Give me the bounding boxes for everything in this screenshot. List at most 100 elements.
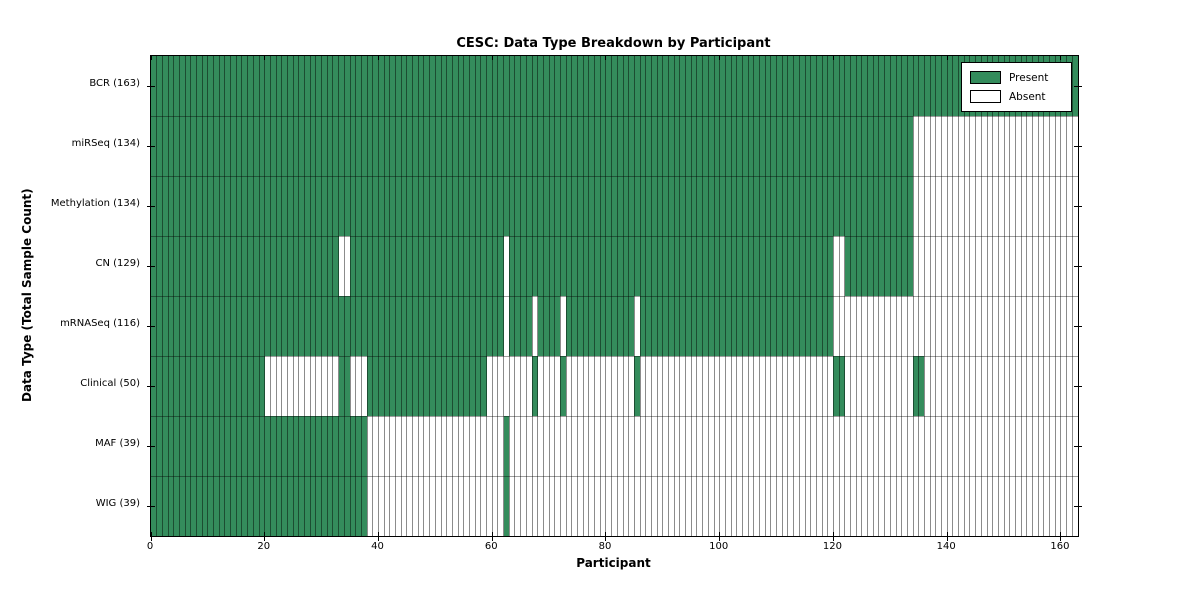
cell-divider — [901, 56, 903, 536]
y-tick-mark-right — [1074, 505, 1082, 507]
present-segment-CN — [151, 236, 339, 296]
cell-divider — [941, 56, 942, 536]
cell-divider — [958, 56, 960, 536]
cell-divider — [1003, 56, 1005, 536]
y-tick-mark-left — [147, 205, 155, 207]
cell-divider — [383, 56, 385, 536]
cell-divider — [884, 56, 886, 536]
y-tick-mark-right — [1074, 265, 1082, 267]
legend-label-present: Present — [1009, 71, 1049, 84]
cell-divider — [713, 56, 715, 536]
y-tick-label: BCR (163) — [89, 78, 140, 89]
cell-divider — [861, 56, 863, 536]
cell-divider — [599, 56, 601, 536]
chart-title: CESC: Data Type Breakdown by Participant — [456, 36, 771, 51]
cell-divider — [298, 56, 300, 536]
row-boundary — [151, 415, 1078, 417]
cell-divider — [1009, 56, 1011, 536]
present-segment-Clinical — [151, 356, 265, 416]
present-segment-mRNASeq — [566, 296, 635, 356]
cell-divider — [423, 56, 425, 536]
cell-divider — [707, 56, 709, 536]
cell-divider — [770, 56, 772, 536]
cell-divider — [588, 56, 590, 536]
cell-divider — [542, 56, 544, 536]
cell-divider — [628, 56, 630, 536]
x-tick-mark-bottom — [264, 532, 266, 541]
cell-divider — [440, 56, 442, 536]
cell-divider — [520, 56, 522, 536]
cell-divider — [997, 56, 999, 536]
x-tick-mark-bottom — [605, 532, 607, 541]
cell-divider — [537, 56, 539, 536]
cell-divider — [281, 56, 283, 536]
cell-divider — [935, 56, 937, 536]
cell-divider — [468, 56, 470, 536]
cell-divider — [514, 56, 516, 536]
present-segment-CN — [350, 236, 504, 296]
cell-divider — [224, 56, 226, 536]
cell-divider — [662, 56, 664, 536]
cell-divider — [457, 56, 459, 536]
cell-divider — [292, 56, 294, 536]
cell-divider — [190, 56, 192, 536]
cell-divider — [309, 56, 311, 536]
cell-divider — [622, 56, 624, 536]
cell-divider — [759, 56, 761, 536]
legend-swatch-present-icon — [970, 71, 1001, 84]
cell-divider — [832, 56, 834, 536]
legend-entry-absent: Absent — [970, 87, 1063, 106]
cell-divider — [315, 56, 317, 536]
cell-divider — [719, 56, 721, 536]
cell-divider — [201, 56, 203, 536]
cell-divider — [878, 56, 880, 536]
cell-divider — [503, 56, 505, 536]
x-tick-mark-bottom — [1060, 532, 1062, 541]
cell-divider — [434, 56, 436, 536]
cell-divider — [867, 56, 869, 536]
cell-divider — [912, 56, 914, 536]
present-segment-Clinical — [913, 356, 925, 416]
cell-divider — [741, 56, 743, 536]
y-tick-mark-right — [1074, 325, 1082, 327]
cell-divider — [946, 56, 948, 536]
present-segment-mRNASeq — [509, 296, 533, 356]
cell-divider — [827, 56, 829, 536]
cell-divider — [929, 56, 931, 536]
cell-divider — [389, 56, 391, 536]
x-tick-label: 20 — [257, 541, 271, 552]
cell-divider — [639, 56, 641, 536]
cell-divider — [747, 56, 749, 536]
cell-divider — [429, 56, 431, 536]
cell-divider — [815, 56, 817, 536]
cell-divider — [559, 56, 561, 536]
cell-divider — [349, 56, 351, 536]
plot-area — [147, 55, 1082, 541]
y-tick-mark-left — [147, 145, 155, 147]
cell-divider — [474, 56, 476, 536]
present-segment-MAF — [151, 416, 368, 476]
cell-divider — [736, 56, 738, 536]
cell-divider — [1032, 56, 1033, 536]
y-tick-label: Clinical (50) — [80, 378, 140, 389]
cell-divider — [360, 56, 362, 536]
present-segment-miRSeq — [151, 116, 914, 176]
x-tick-label: 40 — [371, 541, 384, 552]
present-segment-CN — [844, 236, 914, 296]
present-segment-Clinical — [338, 356, 351, 416]
cell-divider — [679, 56, 681, 536]
cell-divider — [895, 56, 897, 536]
cell-divider — [400, 56, 402, 536]
cell-divider — [793, 56, 795, 536]
y-tick-label: mRNASeq (116) — [60, 318, 140, 329]
cell-divider — [1020, 56, 1022, 536]
cell-divider — [918, 56, 920, 536]
present-segment-WIG — [151, 476, 368, 536]
y-tick-label: CN (129) — [95, 258, 140, 269]
row-boundary — [151, 475, 1078, 477]
present-segment-mRNASeq — [537, 296, 561, 356]
cell-divider — [156, 56, 158, 536]
cell-divider — [616, 56, 618, 536]
cell-divider — [486, 56, 488, 536]
